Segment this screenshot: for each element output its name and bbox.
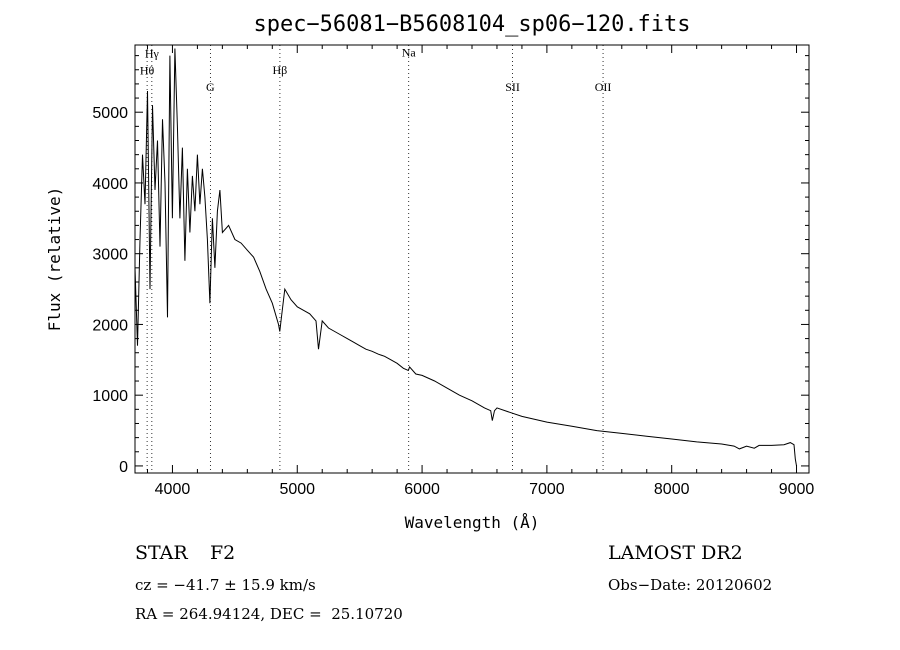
spectral-line-label: Na [402,45,417,59]
y-tick-label: 2000 [92,317,128,334]
survey-name: LAMOST DR2 [608,542,743,564]
x-tick-label: 4000 [155,481,191,498]
spectral-line-label: Hθ [140,64,155,78]
x-tick-label: 6000 [404,481,440,498]
redshift-text: cz = −41.7 ± 15.9 km/s [135,576,316,594]
y-tick-label: 0 [119,459,128,476]
spectral-line-label: Hβ [273,63,288,77]
object-class: STAR [135,542,188,564]
obs-date: Obs−Date: 20120602 [608,576,773,594]
x-axis: 4000 5000 6000 7000 8000 9000 [146,45,815,498]
y-tick-label: 1000 [92,388,128,405]
spectral-lines: Hγ Hθ G Hβ Na SII OII [140,45,611,473]
y-tick-label: 3000 [92,247,128,264]
object-subclass: F2 [210,542,236,564]
plot-frame [134,44,810,474]
x-tick-label: 8000 [654,481,690,498]
spectrum-chart: spec−56081−B5608104_sp06−120.fits HγHθGH… [45,12,815,532]
x-tick-label: 9000 [779,481,815,498]
y-axis-label: Flux (relative) [45,187,64,332]
y-tick-label: 5000 [92,105,128,122]
x-axis-label: Wavelength (Å) [405,513,540,532]
chart-title: spec−56081−B5608104_sp06−120.fits [253,12,690,37]
spectral-line-label: SII [505,80,520,94]
spectral-line-label: Hγ [145,47,160,61]
x-tick-label: 7000 [529,481,565,498]
spectral-line-label: G [206,80,215,94]
flux-series-line [134,48,797,466]
y-tick-label: 4000 [92,176,128,193]
spectral-line-label: OII [595,80,612,94]
coordinates: RA = 264.94124, DEC = 25.10720 [135,605,403,623]
x-tick-label: 5000 [279,481,315,498]
y-axis: 0 1000 2000 3000 4000 5000 [92,55,809,476]
